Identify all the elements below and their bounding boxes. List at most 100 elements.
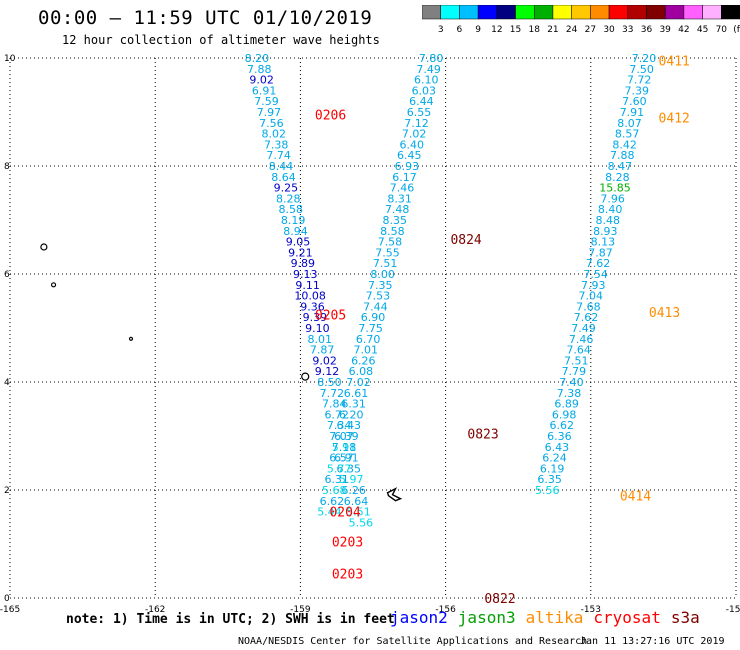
wave-height-value: 8.13 (591, 236, 616, 249)
wave-height-value: 9.12 (315, 365, 340, 378)
wave-height-value: 7.56 (259, 117, 284, 130)
wave-height-value: 7.02 (346, 376, 371, 389)
colorbar-label: (ft) (733, 25, 740, 35)
wave-height-value: 6.70 (356, 333, 381, 346)
wave-height-value: 8.93 (593, 225, 618, 238)
x-tick-label: -159 (290, 605, 311, 615)
wave-height-value: 9.21 (288, 246, 313, 259)
wave-height-value: 7.04 (579, 290, 604, 303)
wave-height-value: 7.02 (402, 128, 427, 141)
wave-height-value: 9.25 (274, 182, 299, 195)
wave-height-value: 6.35 (337, 462, 362, 475)
island-outline (40, 243, 48, 251)
pass-time-label: 0205 (315, 309, 346, 324)
wave-height-value: 8.64 (271, 171, 296, 184)
wave-height-value: 6.03 (412, 84, 437, 97)
wave-height-value: 7.38 (557, 387, 582, 400)
wave-height-value: 5.56 (349, 516, 374, 529)
wave-height-value: 7.62 (574, 311, 599, 324)
pass-time-label: 0413 (649, 306, 680, 321)
x-tick-label: -162 (145, 605, 165, 615)
credit-text: NOAA/NESDIS Center for Satellite Applica… (238, 636, 588, 647)
colorbar-label: 12 (491, 25, 502, 35)
wave-height-value: 6.91 (252, 84, 277, 97)
wave-height-value: 9.02 (249, 74, 274, 87)
wave-height-value: 6.26 (341, 484, 366, 497)
wave-height-value: 6.62 (550, 419, 575, 432)
wave-height-value: 7.48 (385, 203, 410, 216)
wave-height-value: 8.28 (276, 192, 301, 205)
wave-height-value: 8.07 (617, 117, 642, 130)
pass-time-label: 0206 (315, 109, 346, 124)
page-subtitle: 12 hour collection of altimeter wave hei… (62, 33, 380, 47)
y-tick-label: 2 (4, 486, 10, 496)
colorbar-label: 30 (603, 25, 615, 35)
colorbar-label: 15 (510, 25, 521, 35)
wave-height-value: 8.02 (262, 128, 287, 141)
colorbar-label: 45 (697, 25, 708, 35)
wave-height-value: 7.93 (581, 279, 606, 292)
wave-height-value: 7.79 (562, 365, 587, 378)
colorbar-label: 36 (641, 25, 653, 35)
wave-height-value: 7.91 (620, 106, 645, 119)
wave-height-value: 7.54 (583, 268, 608, 281)
wave-height-value: 7.46 (569, 333, 594, 346)
wave-height-value: 8.44 (269, 160, 294, 173)
colorbar-label: 70 (716, 25, 728, 35)
pass-time-label: 0823 (467, 427, 498, 442)
wave-height-value: 8.19 (281, 214, 306, 227)
colorbar-label: 39 (659, 25, 671, 35)
wave-height-value: 6.90 (361, 311, 386, 324)
wave-height-value: 7.39 (625, 84, 650, 97)
pass-time-label: 0411 (659, 55, 690, 70)
wave-height-value: 5.97 (339, 473, 364, 486)
colorbar-label: 27 (585, 25, 596, 35)
wave-height-value: 7.34 (327, 419, 352, 432)
footnote: note: 1) Time is in UTC; 2) SWH is in fe… (66, 612, 395, 627)
wave-height-value: 7.35 (368, 279, 393, 292)
wave-height-value: 7.84 (322, 398, 347, 411)
wave-height-value: 7.60 (622, 95, 647, 108)
wave-height-value: 9.11 (295, 279, 320, 292)
wave-height-value: 6.93 (395, 160, 420, 173)
y-tick-label: 4 (4, 378, 10, 388)
wave-height-value: 8.57 (615, 128, 640, 141)
wave-height-value: 8.20 (245, 52, 270, 65)
wave-height-value: 5.91 (332, 441, 357, 454)
wave-height-value: 6.40 (399, 138, 424, 151)
wave-height-value: 6.44 (409, 95, 434, 108)
wave-height-value: 6.20 (339, 408, 364, 421)
wave-height-value: 7.44 (363, 300, 388, 313)
wave-height-value: 8.47 (608, 160, 633, 173)
wave-height-value: 7.80 (419, 52, 444, 65)
island-outline (50, 282, 57, 288)
wave-height-value: 6.45 (397, 149, 422, 162)
pass-time-label: 0203 (332, 568, 363, 583)
wave-height-value: 7.51 (564, 354, 589, 367)
pass-time-label: 0824 (450, 233, 481, 248)
x-tick-label: -150 (726, 605, 740, 615)
y-tick-label: 10 (4, 54, 16, 64)
wave-height-value: 7.01 (353, 344, 378, 357)
wave-height-value: 15.85 (599, 182, 631, 195)
pass-time-label: 0204 (329, 506, 360, 521)
wave-height-value: 9.10 (305, 322, 330, 335)
wave-height-value: 7.51 (373, 257, 398, 270)
island-outline (386, 487, 403, 502)
colorbar-label: 3 (438, 25, 444, 35)
wave-height-value: 7.72 (627, 74, 652, 87)
wave-height-value: 7.40 (559, 376, 584, 389)
wave-height-value: 8.58 (278, 203, 303, 216)
wave-height-value: 7.88 (247, 63, 272, 76)
wave-height-value: 7.12 (404, 117, 429, 130)
wave-height-value: 6.19 (540, 462, 565, 475)
wave-height-value: 7.97 (257, 106, 282, 119)
y-tick-label: 6 (4, 270, 10, 280)
wave-height-value: 8.50 (317, 376, 342, 389)
wave-height-value: 5.68 (322, 484, 347, 497)
wave-height-value: 9.02 (312, 354, 337, 367)
wave-height-value: 6.31 (341, 398, 366, 411)
legend-item-jason3: jason3 (457, 608, 516, 627)
wave-height-value: 7.50 (629, 63, 654, 76)
wave-height-value: 6.57 (329, 452, 354, 465)
